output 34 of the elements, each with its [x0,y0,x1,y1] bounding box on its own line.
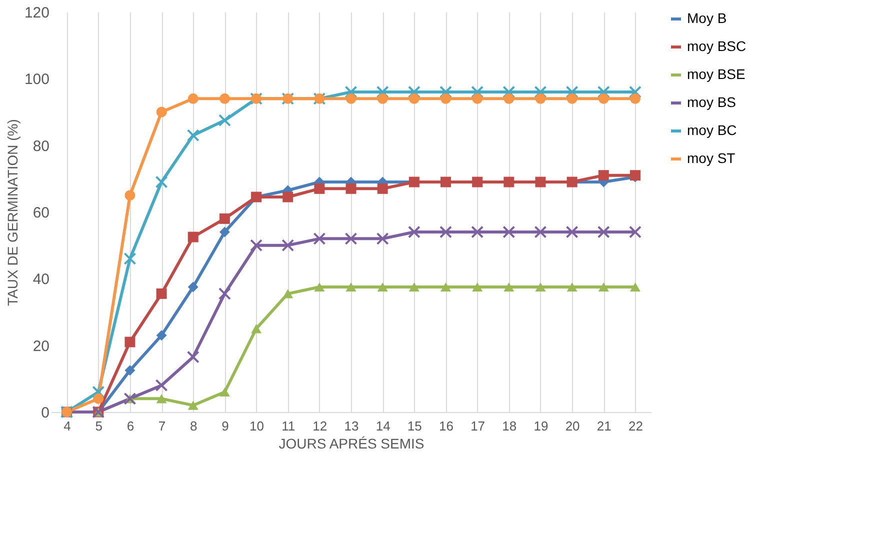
x-tick-label: 19 [534,418,548,434]
y-tick-label: 100 [24,71,50,88]
x-tick-label: 11 [282,418,296,434]
legend-label: moy ST [687,150,736,166]
y-tick-label: 40 [32,271,50,288]
x-tick-label: 12 [312,418,328,434]
x-tick-label: 8 [190,418,198,434]
x-tick-label: 22 [628,418,643,434]
x-tick-label: 13 [344,418,359,434]
x-tick-label: 17 [470,418,486,434]
x-tick-label: 16 [439,418,454,434]
y-tick-label: 0 [41,404,50,422]
y-axis-title: TAUX DE GERMINATION (%) [4,119,20,306]
x-tick-label: 9 [222,418,229,434]
x-tick-label: 4 [64,418,71,434]
x-tick-label: 5 [95,418,102,434]
x-tick-label: 10 [250,418,264,434]
x-tick-label: 21 [596,418,612,434]
legend-label: Moy B [687,10,727,26]
legend-label: moy BSE [687,66,746,82]
legend-label: moy BSC [687,38,746,54]
y-tick-label: 60 [32,204,50,222]
x-tick-label: 6 [126,418,134,434]
x-tick-label: 18 [502,418,517,434]
x-tick-label: 15 [407,418,422,434]
y-tick-label: 120 [24,4,50,22]
y-tick-label: 20 [32,338,50,355]
y-tick-label: 80 [32,138,50,155]
legend-label: moy BC [687,122,737,138]
x-axis-title: JOURS APRÉS SEMIS [278,436,424,452]
x-tick-label: 7 [158,418,166,434]
x-tick-label: 14 [376,418,390,434]
x-tick-label: 20 [565,418,580,434]
legend-label: moy BS [687,94,736,110]
